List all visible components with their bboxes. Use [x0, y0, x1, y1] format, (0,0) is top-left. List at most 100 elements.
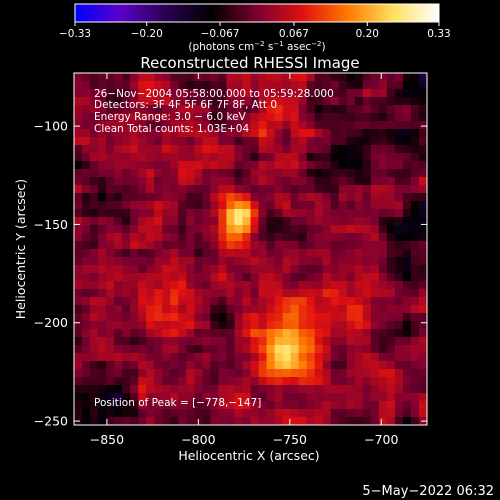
heatmap-pixel	[146, 369, 155, 378]
heatmap-pixel	[186, 225, 195, 234]
heatmap-pixel	[226, 313, 235, 322]
heatmap-pixel	[202, 161, 211, 170]
heatmap-pixel	[130, 321, 139, 330]
heatmap-pixel	[114, 209, 123, 218]
heatmap-pixel	[106, 385, 115, 394]
heatmap-pixel	[354, 401, 364, 410]
heatmap-pixel	[362, 161, 372, 170]
heatmap-pixel	[194, 305, 203, 314]
heatmap-pixel	[322, 337, 332, 346]
heatmap-pixel	[130, 417, 139, 426]
heatmap-pixel	[194, 289, 203, 298]
heatmap-pixel	[282, 129, 292, 138]
heatmap-pixel	[282, 265, 292, 274]
heatmap-pixel	[418, 281, 428, 290]
heatmap-pixel	[242, 273, 251, 282]
heatmap-pixel	[154, 201, 163, 210]
heatmap-pixel	[378, 97, 388, 106]
heatmap-pixel	[298, 145, 308, 154]
heatmap-pixel	[274, 345, 283, 354]
heatmap-pixel	[386, 137, 396, 146]
heatmap-pixel	[178, 281, 187, 290]
heatmap-pixel	[242, 337, 251, 346]
heatmap-pixel	[418, 81, 428, 90]
heatmap-pixel	[146, 417, 155, 426]
heatmap-pixel	[338, 329, 348, 338]
heatmap-pixel	[234, 273, 243, 282]
heatmap-pixel	[298, 249, 308, 258]
heatmap-pixel	[354, 249, 364, 258]
heatmap-pixel	[170, 81, 179, 90]
heatmap-image	[74, 73, 428, 426]
heatmap-pixel	[314, 409, 324, 418]
heatmap-pixel	[82, 265, 91, 274]
heatmap-pixel	[306, 321, 316, 330]
heatmap-pixel	[386, 305, 396, 314]
heatmap-pixel	[266, 257, 275, 266]
heatmap-pixel	[330, 281, 340, 290]
heatmap-pixel	[90, 305, 99, 314]
y-tick-label: −250	[34, 414, 68, 429]
heatmap-pixel	[138, 329, 147, 338]
heatmap-pixel	[122, 161, 131, 170]
heatmap-pixel	[234, 417, 243, 426]
heatmap-pixel	[266, 249, 275, 258]
heatmap-pixel	[258, 417, 267, 426]
heatmap-pixel	[154, 241, 163, 250]
heatmap-pixel	[162, 73, 171, 82]
heatmap-pixel	[138, 281, 147, 290]
heatmap-pixel	[106, 169, 115, 178]
heatmap-pixel	[210, 193, 219, 202]
heatmap-pixel	[170, 169, 179, 178]
heatmap-pixel	[242, 81, 251, 90]
heatmap-pixel	[282, 289, 292, 298]
heatmap-pixel	[74, 81, 83, 90]
heatmap-pixel	[146, 361, 155, 370]
heatmap-pixel	[370, 201, 380, 210]
heatmap-pixel	[354, 265, 364, 274]
heatmap-pixel	[186, 321, 195, 330]
heatmap-pixel	[258, 329, 267, 338]
heatmap-pixel	[234, 361, 243, 370]
heatmap-pixel	[234, 177, 243, 186]
heatmap-pixel	[170, 377, 179, 386]
heatmap-pixel	[194, 313, 203, 322]
x-tick-label: −850	[90, 432, 124, 447]
heatmap-pixel	[266, 329, 275, 338]
heatmap-pixel	[394, 81, 404, 90]
heatmap-pixel	[314, 161, 324, 170]
chart-title: Reconstructed RHESSI Image	[140, 54, 359, 72]
heatmap-pixel	[226, 137, 235, 146]
heatmap-pixel	[354, 313, 364, 322]
heatmap-pixel	[242, 89, 251, 98]
heatmap-pixel	[394, 321, 404, 330]
heatmap-pixel	[226, 361, 235, 370]
heatmap-pixel	[274, 377, 283, 386]
heatmap-pixel	[146, 377, 155, 386]
heatmap-pixel	[186, 361, 195, 370]
heatmap-pixel	[114, 409, 123, 418]
heatmap-pixel	[210, 353, 219, 362]
heatmap-pixel	[130, 361, 139, 370]
heatmap-pixel	[354, 345, 364, 354]
heatmap-pixel	[338, 209, 348, 218]
heatmap-pixel	[306, 377, 316, 386]
heatmap-pixel	[314, 305, 324, 314]
heatmap-pixel	[82, 129, 91, 138]
heatmap-pixel	[210, 329, 219, 338]
heatmap-pixel	[282, 345, 292, 354]
heatmap-pixel	[250, 225, 259, 234]
heatmap-pixel	[226, 305, 235, 314]
heatmap-pixel	[290, 289, 300, 298]
heatmap-pixel	[394, 241, 404, 250]
heatmap-pixel	[346, 209, 356, 218]
heatmap-pixel	[234, 377, 243, 386]
heatmap-pixel	[258, 89, 267, 98]
heatmap-pixel	[178, 353, 187, 362]
heatmap-pixel	[282, 409, 292, 418]
heatmap-pixel	[130, 329, 139, 338]
heatmap-pixel	[362, 81, 372, 90]
heatmap-pixel	[138, 129, 147, 138]
heatmap-pixel	[274, 281, 283, 290]
heatmap-pixel	[258, 81, 267, 90]
